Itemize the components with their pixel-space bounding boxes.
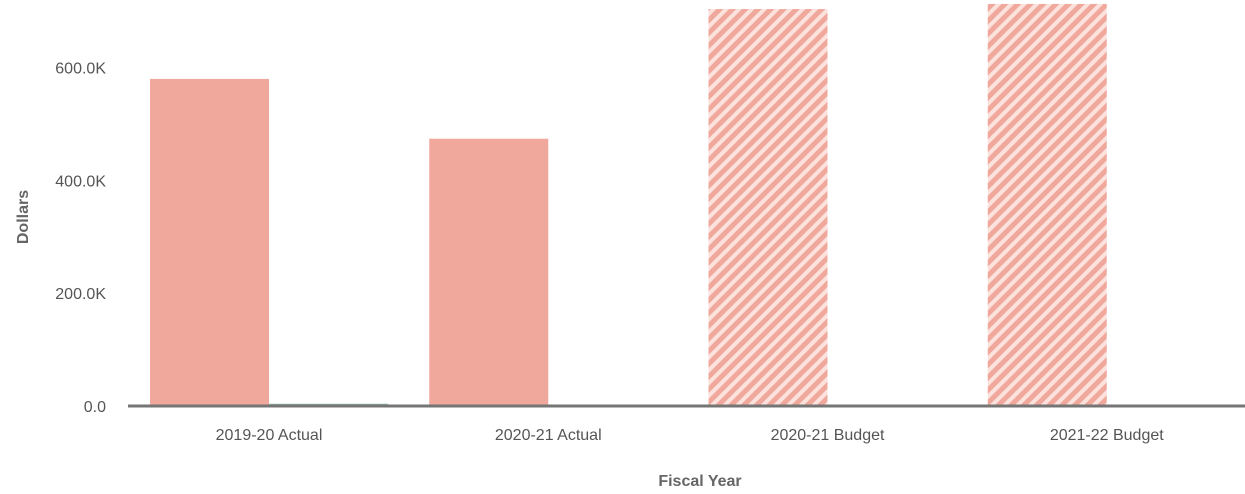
y-tick-label: 400.0K <box>55 173 106 190</box>
bar-series-1-2 <box>429 138 549 406</box>
x-axis-title: Fiscal Year <box>658 473 741 490</box>
x-axis-ticks: 2019-20 Actual 2020-21 Actual 2020-21 Budg… <box>216 427 1165 444</box>
x-tick-label: 2020-21 Actual <box>495 427 602 444</box>
x-tick-label: 2019-20 Actual <box>216 427 323 444</box>
x-tick-label: 2020-21 Budget <box>771 427 885 444</box>
bar-series-1-1 <box>150 78 269 406</box>
bars-layer <box>150 3 1226 407</box>
bar-series-1-4 <box>987 3 1107 406</box>
y-tick-label: 600.0K <box>55 61 106 78</box>
y-axis-title: Dollars <box>15 190 32 244</box>
y-axis-ticks: 0.0 200.0K 400.0K 600.0K <box>55 61 106 416</box>
bar-series-1-3 <box>708 9 828 407</box>
y-tick-label: 200.0K <box>55 286 106 303</box>
x-tick-label: 2021-22 Budget <box>1050 427 1164 444</box>
y-tick-label: 0.0 <box>84 399 106 416</box>
